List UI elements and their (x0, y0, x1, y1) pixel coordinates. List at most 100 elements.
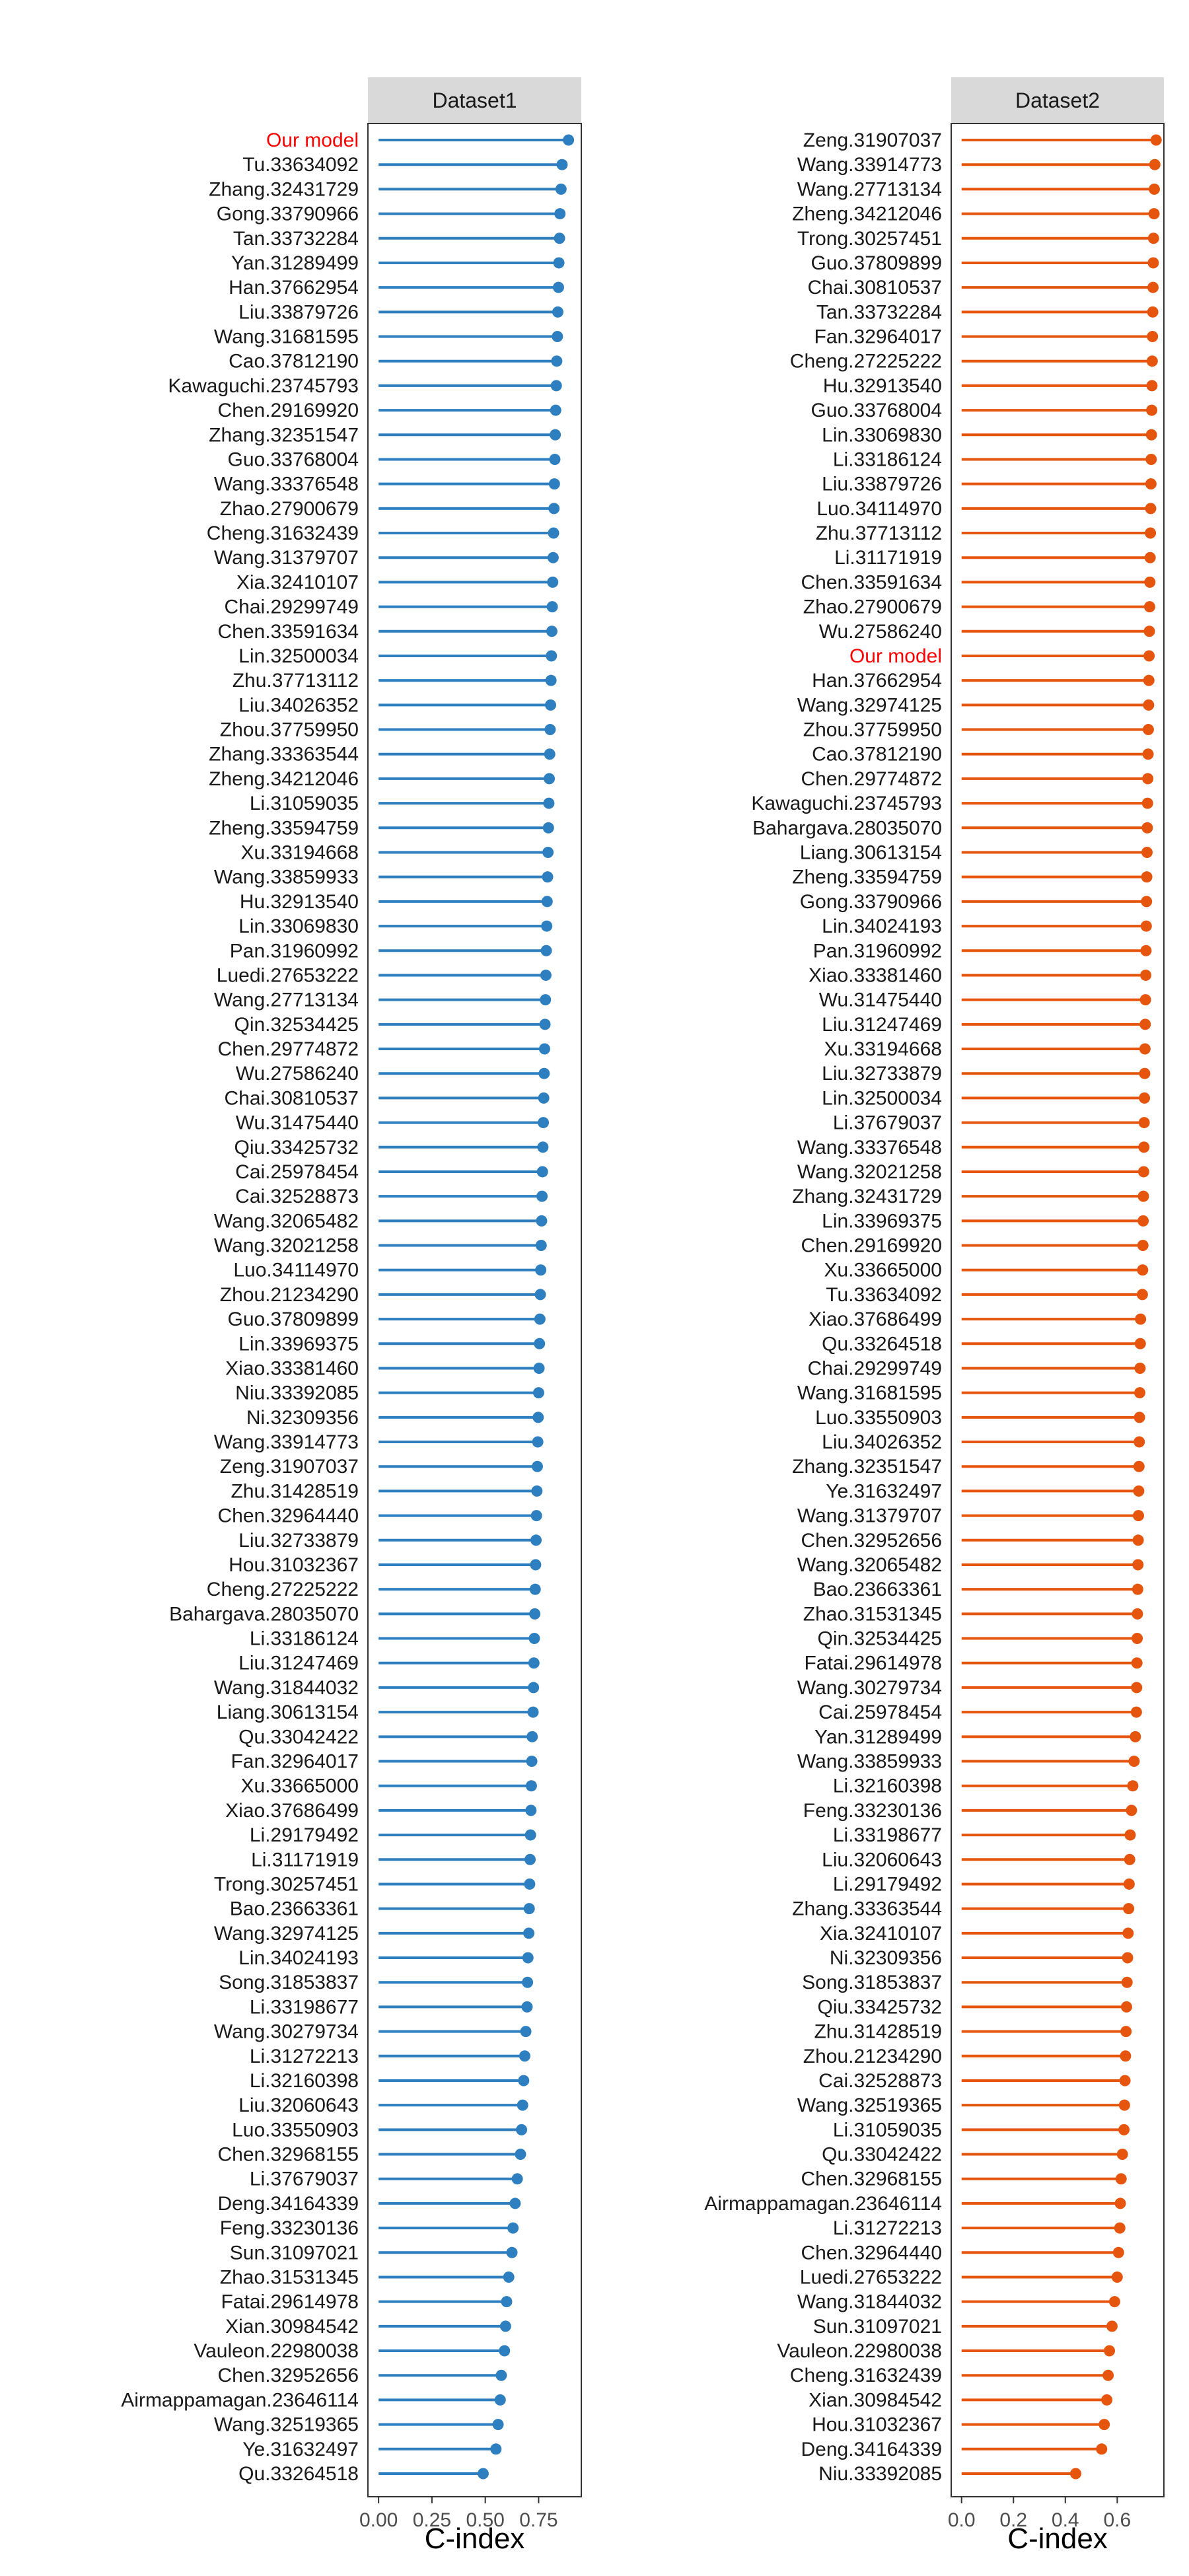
point (1119, 2075, 1131, 2087)
row-label: Han.37662954 (812, 670, 942, 692)
x-tick-label: 0.6 (1103, 2509, 1131, 2531)
point (509, 2198, 521, 2209)
row-label: Liu.31247469 (822, 1014, 942, 1036)
point (1137, 1190, 1149, 1202)
row-label: Wu.27586240 (236, 1063, 359, 1085)
point (528, 1657, 540, 1669)
row-label: Chen.32968155 (801, 2168, 942, 2190)
row-label: Kawaguchi.23745793 (168, 375, 359, 397)
point (1127, 1780, 1139, 1792)
row-label: Wang.32519365 (797, 2094, 942, 2116)
row-label: Ye.31632497 (826, 1480, 942, 1502)
point (536, 1166, 548, 1178)
row-label: Qu.33264518 (822, 1333, 942, 1355)
row-label: Luo.34114970 (816, 498, 942, 520)
row-label: Li.31272213 (833, 2217, 942, 2239)
row-label: Li.37679037 (833, 1112, 942, 1134)
point (1146, 404, 1158, 416)
row-label: Qin.32534425 (234, 1014, 359, 1036)
point (1132, 1559, 1144, 1571)
point (550, 404, 561, 416)
point (550, 429, 561, 441)
row-label: Liu.34026352 (822, 1431, 942, 1453)
point (554, 208, 566, 220)
point (552, 281, 564, 293)
point (1145, 453, 1157, 465)
panel-title: Dataset2 (1015, 89, 1100, 112)
row-label: Vauleon.22980038 (777, 2340, 942, 2362)
point (1121, 1976, 1133, 1988)
row-label: Zhao.31531345 (220, 2266, 359, 2288)
point (1106, 2320, 1118, 2332)
row-label: Xiao.37686499 (225, 1800, 359, 1822)
row-label: Chen.33591634 (801, 571, 942, 593)
row-label: Zhou.37759950 (803, 719, 942, 741)
row-label: Liu.31247469 (238, 1653, 359, 1674)
row-label: Our model (849, 645, 942, 667)
row-label: Chen.29774872 (801, 768, 942, 790)
point (534, 1289, 546, 1301)
row-label: Tu.33634092 (826, 1284, 942, 1306)
point (1130, 1706, 1142, 1718)
x-axis-title: C-index (1007, 2522, 1108, 2555)
row-label: Ye.31632497 (242, 2439, 359, 2460)
row-label: Deng.34164339 (217, 2193, 359, 2215)
point (499, 2345, 511, 2357)
row-label: Gong.33790966 (800, 891, 942, 913)
row-label: Wang.32519365 (214, 2414, 359, 2436)
point (531, 1485, 543, 1497)
row-label: Chen.32968155 (217, 2144, 359, 2166)
row-label: Li.29179492 (250, 1824, 359, 1846)
point (1101, 2394, 1113, 2406)
row-label: Yan.31289499 (814, 1726, 942, 1748)
row-label: Zhou.21234290 (220, 1284, 359, 1306)
point (518, 2075, 530, 2087)
point (1133, 1460, 1145, 1472)
point (520, 2026, 532, 2038)
row-label: Wang.31681595 (797, 1382, 942, 1404)
point (503, 2271, 515, 2283)
row-label: Lin.34024193 (822, 915, 942, 937)
point (1140, 945, 1152, 956)
point (534, 1338, 546, 1349)
row-label: Wang.32974125 (214, 1923, 359, 1945)
row-label: Qiu.33425732 (818, 1996, 943, 2018)
point (1120, 2050, 1132, 2062)
row-label: Xu.33194668 (240, 841, 359, 863)
point (1140, 969, 1152, 981)
row-label: Chai.30810537 (807, 277, 942, 299)
row-label: Cai.32528873 (235, 1186, 359, 1207)
point (532, 1436, 544, 1448)
row-label: Trong.30257451 (797, 228, 942, 250)
row-label: Liu.32060643 (822, 1849, 942, 1871)
point (499, 2320, 511, 2332)
point (548, 478, 560, 490)
row-label: Pan.31960992 (813, 940, 942, 962)
point (549, 453, 561, 465)
point (1141, 822, 1153, 834)
point (490, 2443, 502, 2455)
x-tick-label: 0.2 (999, 2509, 1027, 2531)
point (542, 871, 554, 883)
row-label: Fan.32964017 (231, 1751, 359, 1773)
row-label: Cao.37812190 (812, 744, 942, 766)
point (1122, 1952, 1134, 1964)
point (1142, 773, 1154, 785)
point (1149, 159, 1161, 170)
point (528, 1682, 540, 1694)
row-label: Liu.33879726 (822, 474, 942, 495)
row-label: Wang.32021258 (214, 1235, 359, 1257)
point (1144, 576, 1156, 588)
row-label: Ni.32309356 (246, 1407, 359, 1429)
panel-2: Dataset2 Zeng.31907037 Wang.33914773Wang.2… (704, 77, 1165, 2555)
row-label: Fatai.29614978 (221, 2291, 359, 2313)
point (530, 1534, 542, 1546)
point (1124, 1853, 1135, 1865)
point (1147, 306, 1159, 318)
point (1135, 1313, 1147, 1325)
x-tick-label: 0.50 (466, 2509, 504, 2531)
row-label: Xian.30984542 (809, 2389, 942, 2411)
panel-1: Dataset1 Our model Tu.33634092Zhang.324317… (121, 77, 582, 2555)
point (532, 1387, 544, 1399)
